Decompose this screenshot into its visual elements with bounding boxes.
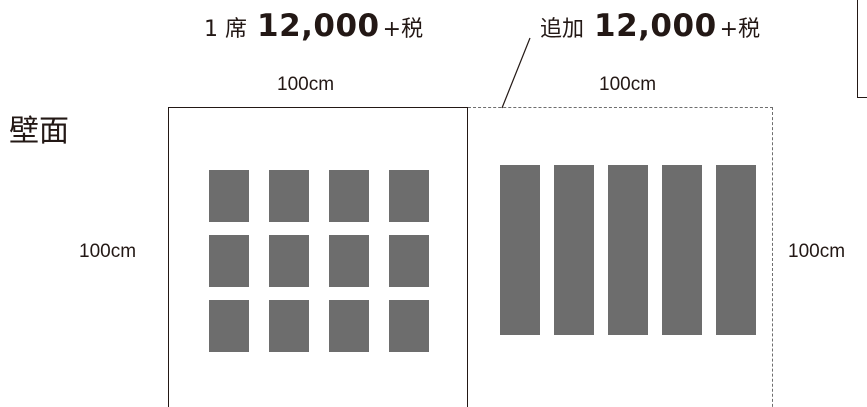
main-height-label: 100cm (79, 241, 137, 262)
leader-line (501, 37, 531, 109)
artwork-panel (269, 300, 309, 352)
artwork-panel-tall (500, 165, 540, 335)
price-main-suffix: +税 (382, 17, 424, 42)
artwork-panel-tall (608, 165, 648, 335)
price-main-amount: 12,000 (257, 8, 380, 44)
artwork-panel (389, 235, 429, 287)
extra-height-label: 100cm (788, 241, 846, 262)
artwork-panel (329, 170, 369, 222)
main-width-label: 100cm (277, 74, 335, 95)
artwork-panel (389, 170, 429, 222)
artwork-panel-tall (662, 165, 702, 335)
artwork-panel (329, 300, 369, 352)
artwork-panel (389, 300, 429, 352)
price-extra-prefix: 追加 (540, 17, 585, 42)
booth-main (168, 107, 468, 407)
price-main: 1 席 12,000 +税 (204, 8, 423, 48)
price-extra: 追加 12,000 +税 (540, 8, 760, 48)
wall-label: 壁面 (9, 114, 69, 149)
artwork-panel (209, 170, 249, 222)
artwork-panel (209, 300, 249, 352)
booth-extra (468, 107, 773, 407)
extra-width-label: 100cm (599, 74, 657, 95)
corner-box (857, 0, 867, 98)
artwork-panel-tall (716, 165, 756, 335)
price-main-prefix: 1 席 (204, 17, 247, 42)
price-extra-amount: 12,000 (594, 8, 717, 44)
artwork-panel (269, 235, 309, 287)
artwork-panel (209, 235, 249, 287)
price-extra-suffix: +税 (719, 17, 761, 42)
artwork-panel (269, 170, 309, 222)
artwork-panel-tall (554, 165, 594, 335)
artwork-panel (329, 235, 369, 287)
